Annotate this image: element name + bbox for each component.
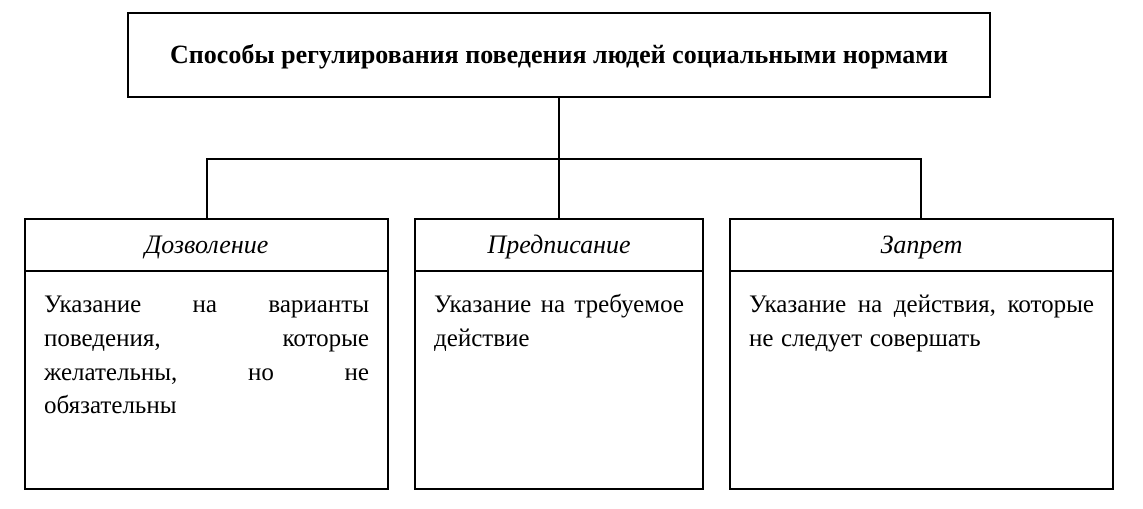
child-node-predpisanie: Предписание Указание на требуемое действ… — [414, 218, 704, 490]
child-title: Предписание — [416, 220, 702, 272]
child-node-dozvolenie: Дозволение Указание на вариан­ты поведен… — [24, 218, 389, 490]
connector-crossbar — [206, 158, 922, 160]
root-title: Способы регулирования поведения людей со… — [170, 39, 948, 72]
child-desc: Указание на дей­ствия, которые не следуе… — [731, 272, 1112, 372]
child-desc: Указание на вариан­ты поведения, кото­ры… — [26, 272, 387, 439]
connector-drop-left — [206, 158, 208, 218]
root-node: Способы регулирования поведения людей со… — [127, 12, 991, 98]
child-node-zapret: Запрет Указание на дей­ствия, которые не… — [729, 218, 1114, 490]
child-desc: Указание на требуемое действие — [416, 272, 702, 372]
child-title: Запрет — [731, 220, 1112, 272]
connector-stem — [558, 98, 560, 158]
child-title: Дозволение — [26, 220, 387, 272]
connector-drop-mid — [558, 158, 560, 218]
connector-drop-right — [920, 158, 922, 218]
